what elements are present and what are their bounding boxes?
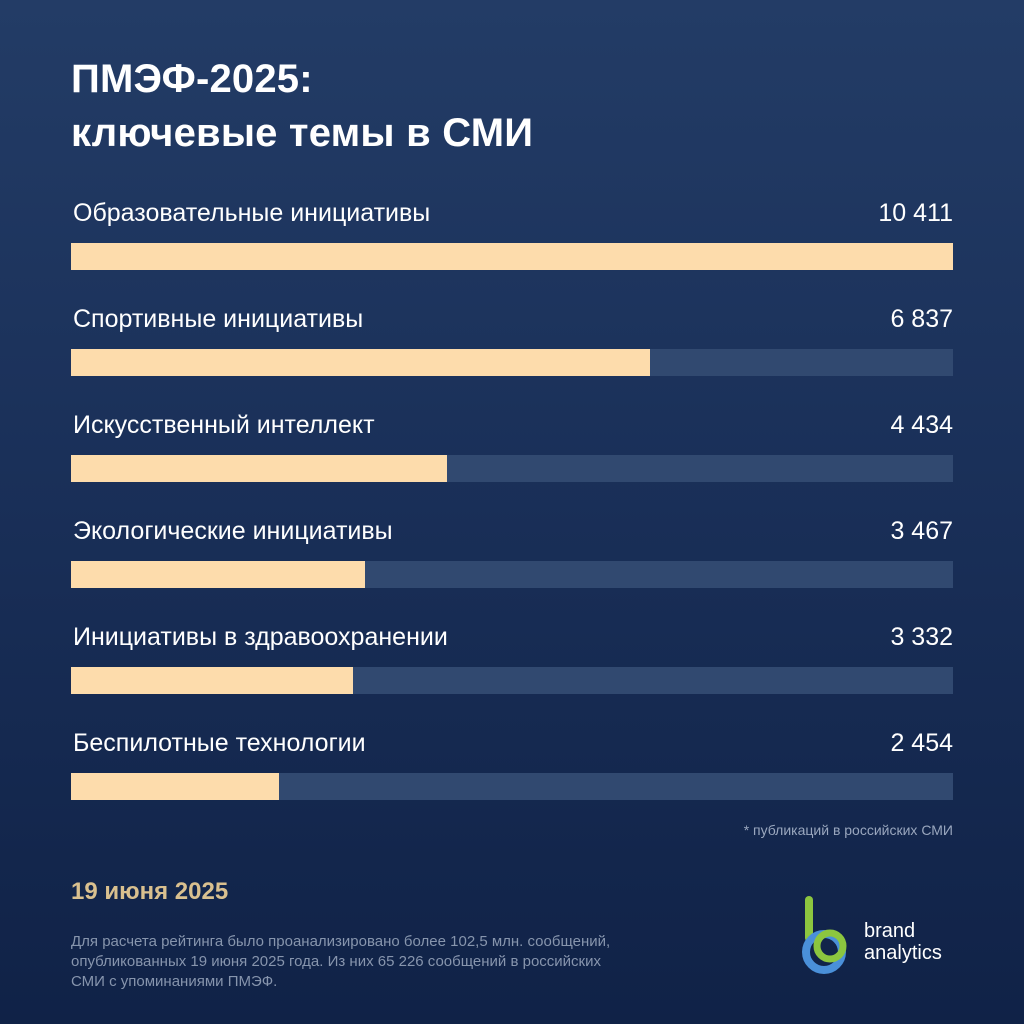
bar: [71, 455, 447, 482]
bar: [71, 349, 650, 376]
bar-track: [71, 243, 953, 270]
value-label: 3 332: [890, 623, 953, 651]
bar-track: [71, 349, 953, 376]
footnote: * публикаций в российских СМИ: [743, 822, 953, 838]
bar-chart: Образовательные инициативы 10 411 Спортивн…: [71, 196, 953, 832]
value-label: 3 467: [890, 517, 953, 545]
category-label: Спортивные инициативы: [73, 305, 364, 333]
title-line-1: ПМЭФ-2025:: [71, 57, 313, 101]
bar: [71, 667, 353, 694]
chart-row: Экологические инициативы 3 467: [71, 514, 953, 620]
bar: [71, 561, 365, 588]
brand-analytics-logo: brand analytics: [796, 894, 966, 974]
logo-text-line-1: brand: [864, 920, 916, 942]
bar: [71, 243, 953, 270]
category-label: Экологические инициативы: [73, 517, 393, 545]
methodology-line-2: опубликованных 19 июня 2025 года. Из них…: [71, 953, 601, 970]
category-label: Искусственный интеллект: [73, 411, 375, 439]
chart-row: Искусственный интеллект 4 434: [71, 408, 953, 514]
category-label: Беспилотные технологии: [73, 729, 366, 757]
value-label: 6 837: [890, 305, 953, 333]
chart-row: Беспилотные технологии 2 454: [71, 726, 953, 832]
brand-analytics-wordmark: brand analytics: [864, 920, 942, 964]
value-label: 2 454: [890, 729, 953, 757]
bar-track: [71, 773, 953, 800]
chart-row: Образовательные инициативы 10 411: [71, 196, 953, 302]
brand-analytics-logo-icon: [802, 896, 847, 974]
category-label: Инициативы в здравоохранении: [73, 623, 448, 651]
bar-track: [71, 667, 953, 694]
bar-track: [71, 561, 953, 588]
value-label: 4 434: [890, 411, 953, 439]
methodology-line-1: Для расчета рейтинга было проанализирова…: [71, 933, 611, 950]
methodology-line-3: СМИ с упоминаниями ПМЭФ.: [71, 973, 278, 990]
chart-row: Инициативы в здравоохранении 3 332: [71, 620, 953, 726]
bar-track: [71, 455, 953, 482]
report-date: 19 июня 2025: [71, 878, 229, 905]
page-title: ПМЭФ-2025: ключевые темы в СМИ: [71, 52, 533, 160]
bar: [71, 773, 279, 800]
methodology-note: Для расчета рейтинга было проанализирова…: [71, 932, 771, 992]
logo-text-line-2: analytics: [864, 942, 942, 964]
chart-row: Спортивные инициативы 6 837: [71, 302, 953, 408]
title-line-2: ключевые темы в СМИ: [71, 111, 534, 155]
category-label: Образовательные инициативы: [73, 199, 431, 227]
value-label: 10 411: [878, 199, 953, 227]
